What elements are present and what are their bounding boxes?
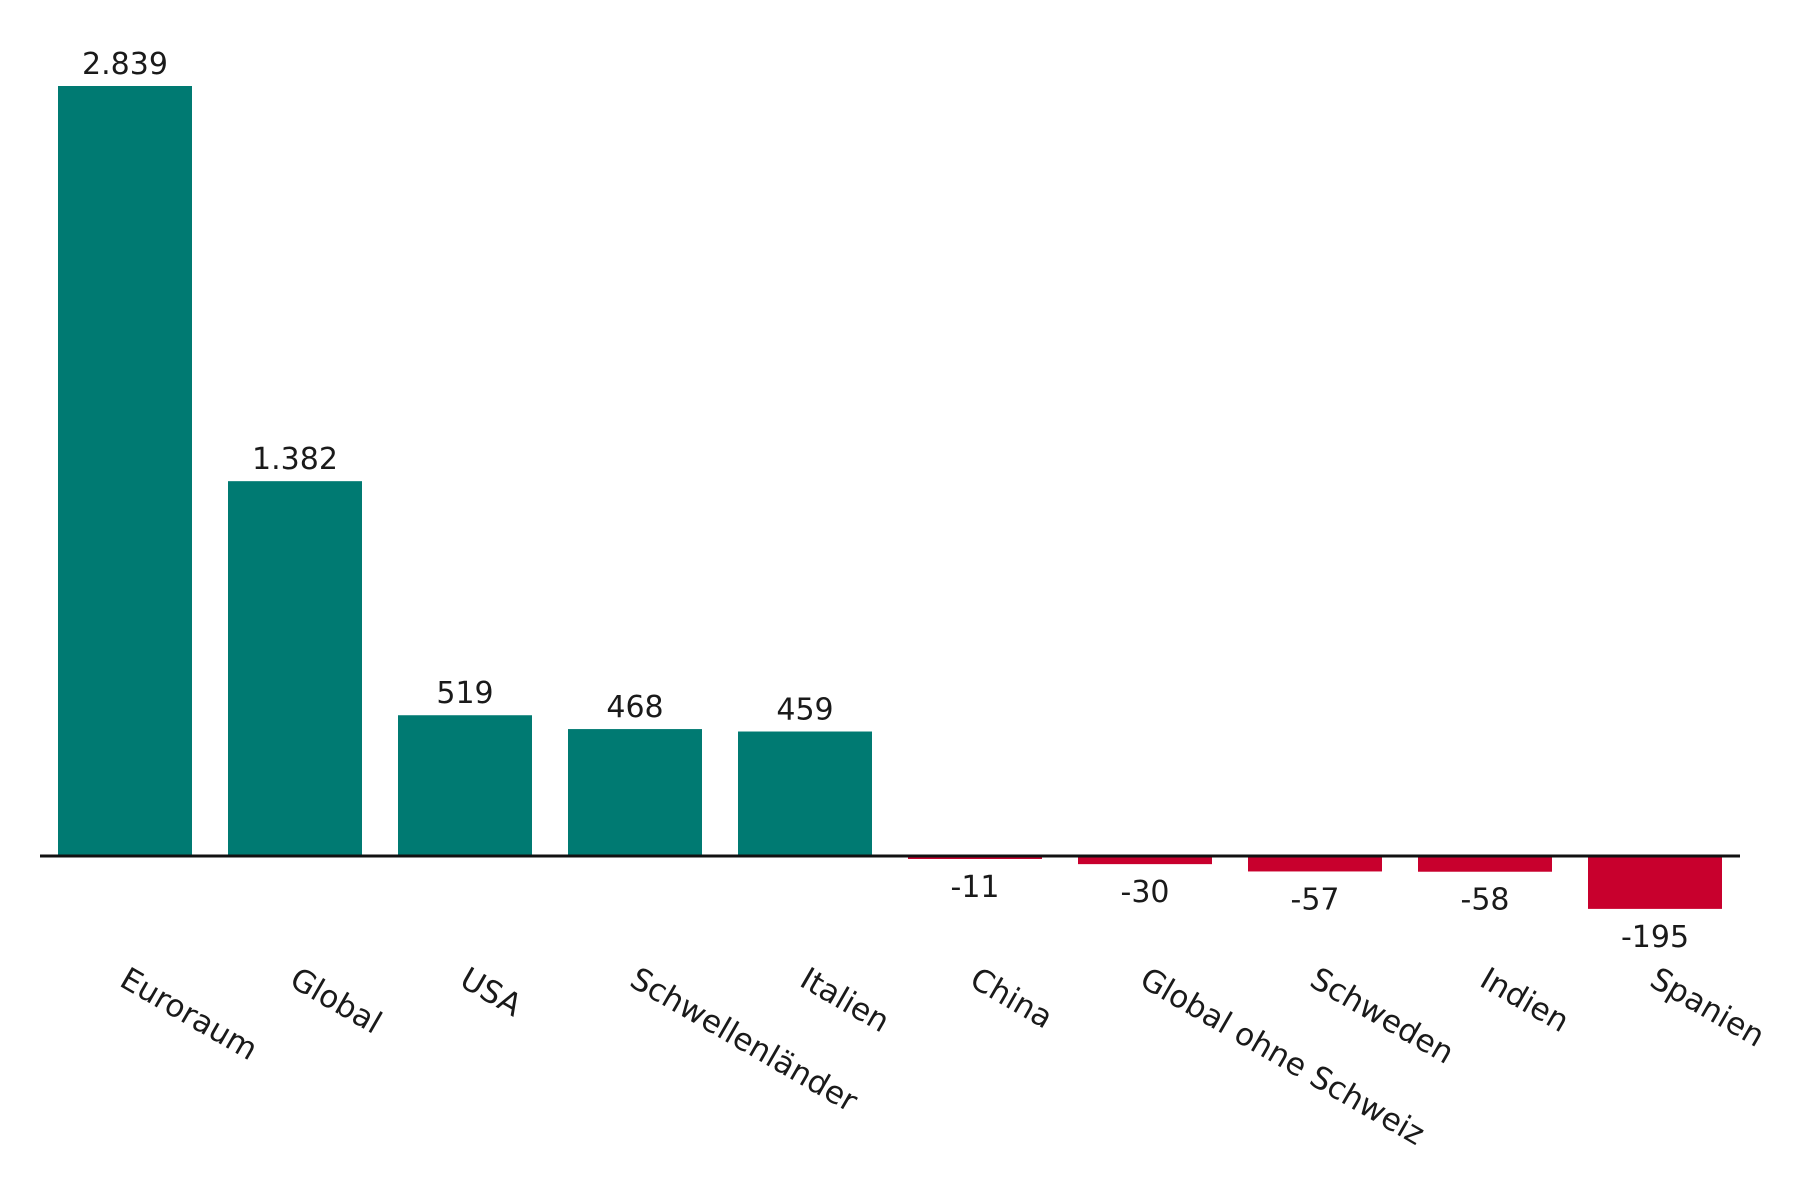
category-label-usa: USA [454, 961, 528, 1024]
category-label-spanien: Spanien [1644, 961, 1771, 1055]
bar-schweden [1248, 856, 1382, 872]
bar-italien [738, 731, 872, 856]
value-label-schwellenl-nder: 468 [606, 690, 663, 725]
value-label-global: 1.382 [252, 442, 338, 477]
category-label-indien: Indien [1474, 961, 1575, 1040]
bar-spanien [1588, 856, 1722, 909]
value-label-indien: -58 [1461, 883, 1510, 918]
value-labels-group: 2.839 1.382 519 468 459 -11 -30 -57 -58 -195 [82, 47, 1689, 955]
value-label-global-ohne-schweiz: -30 [1121, 875, 1170, 910]
category-label-china: China [964, 961, 1059, 1036]
category-label-italien: Italien [794, 961, 895, 1040]
category-label-euroraum: Euroraum [114, 961, 264, 1068]
bar-schwellenl-nder [568, 729, 702, 856]
value-label-italien: 459 [776, 693, 833, 728]
category-label-global-ohne-schweiz: Global ohne Schweiz [1134, 961, 1431, 1153]
value-label-usa: 519 [436, 676, 493, 711]
value-label-euroraum: 2.839 [82, 47, 168, 82]
bar-indien [1418, 856, 1552, 872]
bar-usa [398, 715, 532, 856]
bar-euroraum [58, 86, 192, 856]
value-label-china: -11 [951, 870, 1000, 905]
bars-group [58, 86, 1722, 909]
bar-global-ohne-schweiz [1078, 856, 1212, 865]
value-label-schweden: -57 [1291, 882, 1340, 917]
bar-global [228, 481, 362, 856]
category-label-global: Global [284, 961, 388, 1042]
category-label-schweden: Schweden [1304, 961, 1460, 1072]
value-label-spanien: -195 [1621, 920, 1689, 955]
